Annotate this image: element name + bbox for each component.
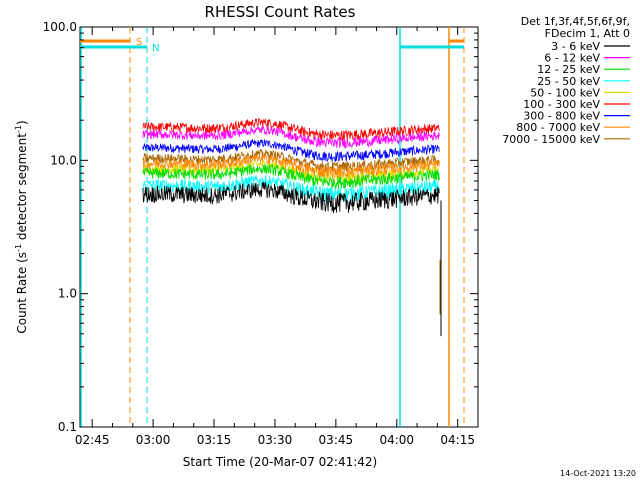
legend-entry-label: 25 - 50 keV [537, 75, 600, 88]
series-line [142, 163, 440, 190]
x-tick-label: 04:00 [379, 433, 414, 447]
n-flag-label: N [152, 43, 159, 54]
flag-markers: SN [80, 27, 465, 427]
chart-title: RHESSI Count Rates [205, 3, 356, 21]
axis-ticks: 02:45 03:00 03:15 03:30 03:45 04:00 04:15 0.1 1.… [43, 20, 479, 447]
x-tick-label: 03:45 [319, 433, 354, 447]
legend-header-line-1: Det 1f,3f,4f,5f,6f,9f, [521, 15, 630, 28]
series-line [142, 181, 440, 214]
series-line [142, 154, 440, 179]
x-axis-label: Start Time (20-Mar-07 02:41:42) [183, 455, 377, 469]
legend-entry-label: 300 - 800 keV [523, 110, 600, 123]
legend-entry-label: 3 - 6 keV [551, 40, 600, 53]
x-tick-label: 03:30 [258, 433, 293, 447]
series-line [142, 117, 440, 142]
y-tick-label: 1.0 [58, 287, 77, 301]
legend-entry-label: 6 - 12 keV [544, 52, 600, 65]
legend-entry-label: 7000 - 15000 keV [502, 133, 600, 146]
legend-header-line-2: FDecim 1, Att 0 [545, 27, 630, 40]
y-axis-label: Count Rate (s-1 detector segment-1) [14, 120, 29, 333]
legend-entry-label: 100 - 300 keV [523, 98, 600, 111]
legend-entry-label: 50 - 100 keV [530, 86, 600, 99]
series-line [142, 138, 440, 163]
series-line [142, 125, 440, 150]
legend-entry-label: 800 - 7000 keV [516, 121, 600, 134]
series-layer [142, 117, 442, 337]
x-tick-label: 04:15 [440, 433, 475, 447]
y-tick-label: 100.0 [43, 20, 77, 34]
y-tick-label: 10.0 [50, 153, 77, 167]
legend: Det 1f,3f,4f,5f,6f,9f, FDecim 1, Att 0 3… [502, 15, 630, 146]
x-tick-label: 03:15 [197, 433, 232, 447]
footer-timestamp: 14-Oct-2021 13:20 [560, 469, 636, 478]
y-tick-label: 0.1 [58, 420, 77, 434]
plot-area [79, 26, 479, 428]
s-flag-label: S [136, 37, 142, 48]
x-tick-label: 02:45 [75, 433, 110, 447]
x-tick-label: 03:00 [136, 433, 171, 447]
legend-entry-label: 12 - 25 keV [537, 63, 600, 76]
